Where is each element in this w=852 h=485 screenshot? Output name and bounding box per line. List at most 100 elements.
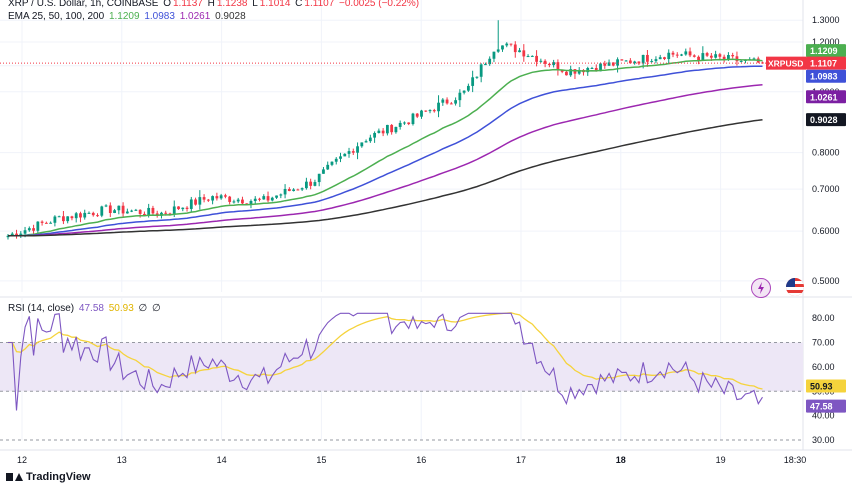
candle-body [445, 99, 449, 104]
ema100-badge-bg [806, 90, 846, 104]
price-badges: 1.1209 XRPUSD 1.1107 1.0983 1.0261 0.9028 50.9… [766, 44, 846, 413]
price-candles [6, 20, 764, 240]
ema100-line [8, 84, 763, 237]
candle-body [569, 69, 573, 76]
candle-body [189, 199, 193, 209]
price-badge-bg [806, 56, 846, 70]
candle-body [552, 62, 556, 66]
candle-body [607, 62, 611, 66]
rsi-tick-label: 30.00 [812, 435, 835, 445]
candle-body [449, 103, 453, 105]
candle-body [185, 207, 189, 209]
candle-body [27, 228, 31, 231]
candle-body [113, 210, 116, 213]
rsi-badge: 47.58 [810, 402, 833, 412]
rsi-legend-value: 47.58 [78, 303, 104, 314]
candle-body [441, 99, 445, 103]
candle-body [462, 90, 466, 93]
candle-body [304, 181, 308, 189]
candle-body [44, 222, 48, 224]
candle-body [501, 45, 504, 50]
candle-body [377, 130, 381, 133]
candle-body [215, 196, 219, 199]
ema25-value: 1.1209 [108, 11, 140, 22]
candle-body [258, 198, 261, 200]
candle-body [586, 67, 590, 73]
candle-body [735, 56, 739, 62]
ema-legend-label: EMA 25, 50, 100, 200 [8, 11, 105, 22]
candle-body [522, 50, 526, 57]
candle-body [253, 198, 257, 201]
candle-body [266, 196, 270, 201]
candle-body [279, 194, 283, 196]
candle-body [262, 196, 266, 200]
lightning-icon[interactable] [751, 278, 771, 298]
candle-body [484, 64, 487, 66]
ema50-badge-bg [806, 69, 846, 83]
tradingview-logo[interactable]: TradingView [6, 471, 91, 483]
candle-body [509, 43, 513, 45]
candle-body [697, 56, 700, 61]
candle-body [232, 201, 236, 203]
candle-body [147, 207, 151, 216]
ema200-line [8, 118, 763, 237]
candle-body [385, 124, 389, 134]
ema200-value: 0.9028 [215, 11, 246, 22]
candle-body [628, 60, 632, 64]
candle-body [181, 207, 185, 210]
candle-body [603, 63, 607, 66]
candle-body [616, 59, 619, 66]
candle-body [351, 151, 355, 153]
ema-legend[interactable]: EMA 25, 50, 100, 200 1.1209 1.0983 1.026… [8, 11, 248, 22]
candle-body [322, 169, 325, 174]
high-label: H [207, 0, 215, 9]
candle-body [646, 54, 649, 62]
candle-body [134, 209, 138, 211]
candle-body [40, 221, 44, 223]
candle-body [727, 55, 730, 60]
symbol-badge: XRPUSD [768, 59, 803, 69]
close-label: C [295, 0, 303, 9]
ema100-value: 1.0261 [179, 11, 211, 22]
candle-body [117, 205, 121, 211]
candle-body [292, 189, 296, 192]
candle-body [287, 188, 291, 192]
time-tick-label: 18 [616, 455, 626, 465]
rsi-legend[interactable]: RSI (14, close) 47.58 50.93 ∅ ∅ [8, 303, 163, 314]
candle-body [194, 199, 197, 205]
candle-body [722, 56, 726, 60]
candle-body [680, 54, 683, 56]
candle-body [633, 61, 637, 64]
candle-body [334, 158, 338, 162]
candle-body [539, 60, 543, 62]
symbol-legend[interactable]: XRP / U.S. Dollar, 1h, COINBASE O 1.1137 … [8, 0, 421, 9]
ema-lines [0, 58, 803, 237]
tradingview-logo-icon [6, 472, 23, 482]
candle-body [496, 49, 500, 52]
rsi-tick-label: 80.00 [812, 313, 835, 323]
candle-body [624, 60, 628, 62]
candle-body [228, 196, 232, 202]
ema25-line [7, 58, 763, 237]
candle-body [701, 53, 705, 61]
candle-body [79, 213, 82, 218]
candle-body [731, 55, 735, 57]
rsi-legend-label: RSI (14, close) [8, 303, 75, 314]
open-label: O [163, 0, 171, 9]
high-value: 1.1238 [216, 0, 248, 9]
candle-body [330, 161, 334, 165]
price-tick-label: 0.6000 [812, 226, 840, 236]
candle-body [23, 230, 27, 234]
candle-body [684, 51, 688, 55]
us-flag-icon[interactable] [786, 278, 804, 296]
ema200-badge: 0.9028 [810, 115, 838, 125]
candle-body [611, 62, 615, 66]
candle-body [692, 55, 696, 57]
rsi-extra-1: ∅ [138, 303, 148, 314]
candle-body [245, 203, 249, 205]
candle-body [326, 164, 330, 170]
candle-body [164, 212, 168, 214]
candle-body [62, 216, 65, 222]
candle-body [407, 122, 411, 125]
